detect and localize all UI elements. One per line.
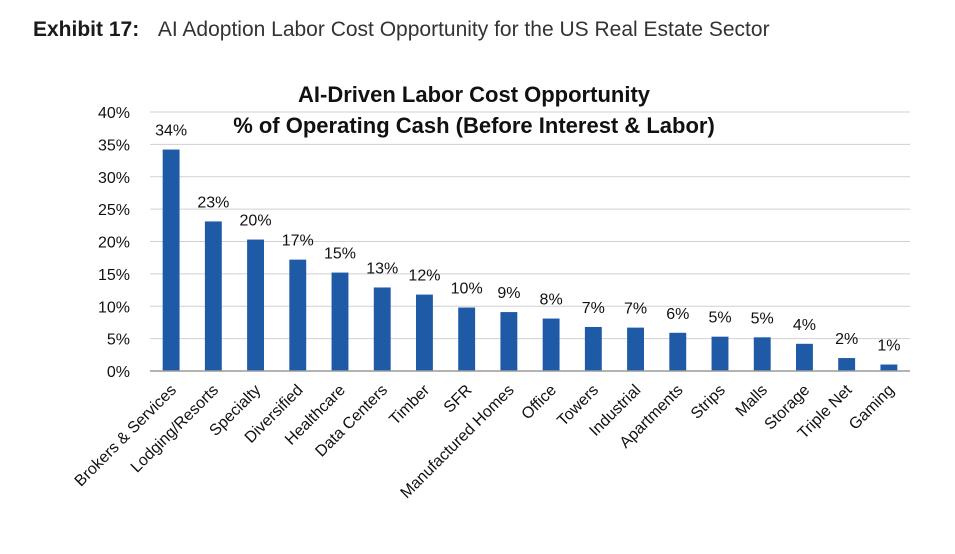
bar — [247, 239, 264, 371]
bars — [162, 149, 898, 371]
y-tick-label: 35% — [98, 137, 130, 154]
x-tick-label: Timber — [386, 381, 433, 428]
data-label: 34% — [155, 123, 187, 140]
bar — [542, 318, 560, 371]
bar — [162, 149, 180, 371]
y-tick-label: 10% — [98, 299, 130, 316]
data-label: 17% — [282, 233, 314, 250]
bar — [753, 337, 771, 371]
grid-lines — [150, 111, 910, 340]
exhibit-label: Exhibit 17: — [33, 18, 140, 41]
data-label: 1% — [877, 338, 900, 355]
bar — [416, 294, 433, 371]
bar — [373, 287, 391, 371]
data-labels: 34% 23% 20% 17% 15% 13% 12% 10% 9% 8% 7% 7% 6% 5% 5% 4%… — [155, 123, 900, 355]
y-tick-label: 5% — [107, 332, 130, 349]
data-label: 6% — [666, 306, 689, 323]
data-label: 10% — [451, 281, 483, 298]
data-label: 20% — [240, 213, 272, 230]
y-tick-label: 0% — [107, 364, 130, 381]
x-tick-label: SFR — [441, 382, 476, 417]
bar — [289, 259, 307, 371]
data-label: 7% — [582, 300, 605, 317]
bar — [627, 327, 644, 371]
data-label: 8% — [540, 292, 563, 309]
data-label: 9% — [497, 285, 520, 302]
bar — [711, 336, 729, 371]
bar — [669, 332, 687, 371]
bar — [500, 312, 518, 371]
x-tick-label: Strips — [688, 382, 729, 423]
data-label: 23% — [197, 194, 229, 211]
data-label: 15% — [324, 246, 356, 263]
x-tick-label: Malls — [733, 382, 771, 420]
bar — [204, 221, 222, 371]
data-label: 13% — [366, 260, 398, 277]
y-tick-label: 20% — [98, 235, 130, 252]
exhibit-header: Exhibit 17: AI Adoption Labor Cost Oppor… — [33, 18, 770, 42]
y-tick-label: 30% — [98, 170, 130, 187]
data-label: 5% — [751, 310, 774, 327]
bar — [331, 272, 349, 371]
x-axis-ticks: Brokers & ServicesLodging/ResortsSpecial… — [72, 381, 898, 502]
bar — [458, 307, 476, 371]
exhibit-title: AI Adoption Labor Cost Opportunity for t… — [157, 18, 770, 41]
data-label: 5% — [708, 310, 731, 327]
x-tick-label: Gaming — [846, 382, 898, 434]
bar — [838, 358, 856, 371]
bar — [880, 364, 898, 371]
data-label: 2% — [835, 331, 858, 348]
y-tick-label: 25% — [98, 202, 130, 219]
bar — [584, 326, 602, 371]
chart-title-line-2: % of Operating Cash (Before Interest & L… — [233, 113, 715, 138]
data-label: 7% — [624, 301, 647, 318]
y-tick-label: 40% — [98, 105, 130, 122]
bar — [796, 343, 813, 371]
y-tick-label: 15% — [98, 267, 130, 284]
data-label: 12% — [408, 268, 440, 285]
chart-title-line-1: AI-Driven Labor Cost Opportunity — [298, 82, 651, 107]
y-axis-ticks: 0% 5% 10% 15% 20% 25% 30% 35% 40% — [98, 105, 130, 381]
data-label: 4% — [793, 317, 816, 334]
